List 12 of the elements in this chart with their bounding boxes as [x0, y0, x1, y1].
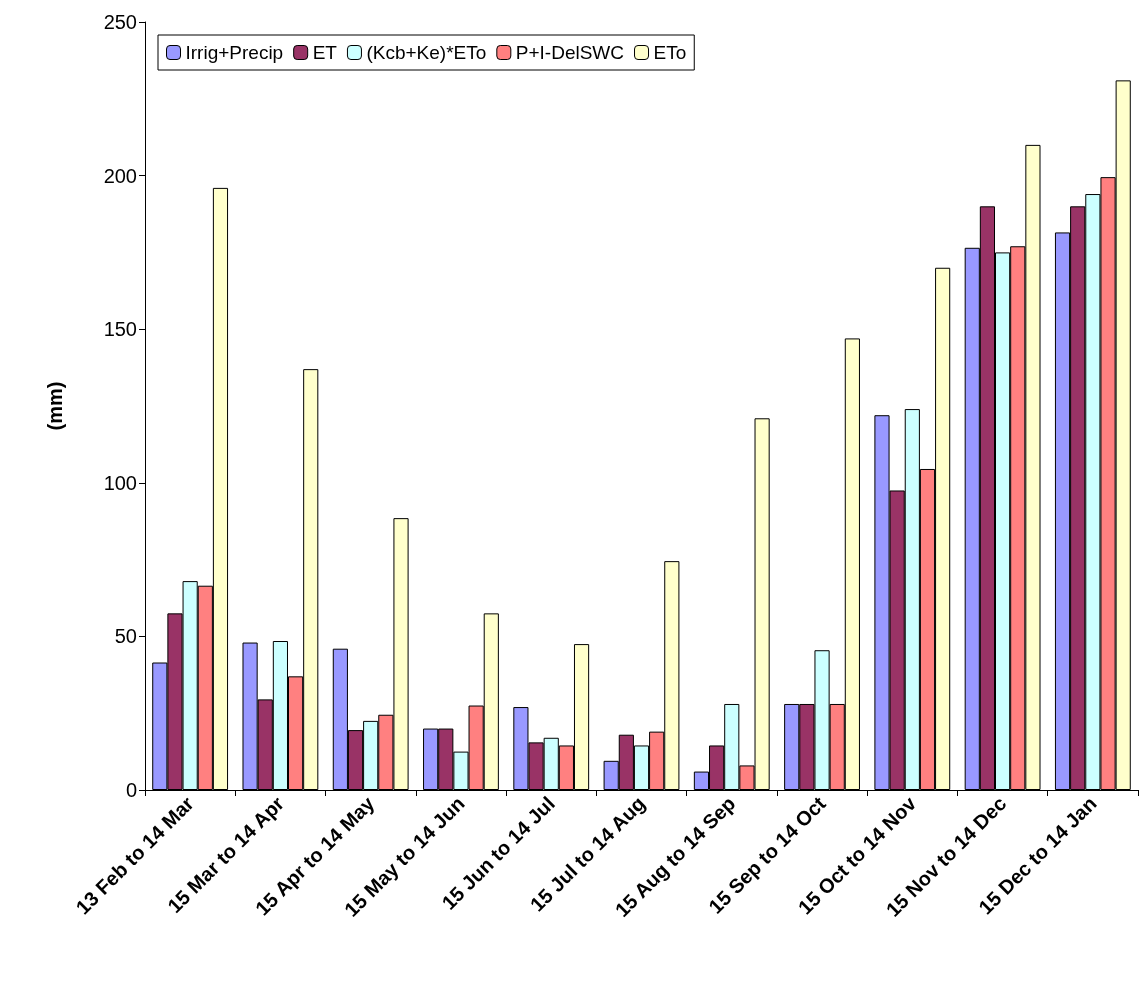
legend-label: (Kcb+Ke)*ETo — [366, 42, 487, 63]
legend-label: P+I-DelSWC — [515, 42, 625, 63]
y-tick-label: 250 — [103, 11, 137, 33]
legend-label: Irrig+Precip — [185, 42, 284, 63]
legend-label: ETo — [653, 42, 687, 63]
y-tick-label: 50 — [114, 625, 137, 648]
y-tick-label: 200 — [103, 164, 137, 187]
legend-label: ET — [312, 42, 338, 63]
y-tick-label: 0 — [125, 779, 137, 801]
y-tick-label: 100 — [103, 471, 137, 494]
y-axis-title: (mm) — [44, 381, 66, 431]
y-tick-label: 150 — [103, 318, 137, 341]
